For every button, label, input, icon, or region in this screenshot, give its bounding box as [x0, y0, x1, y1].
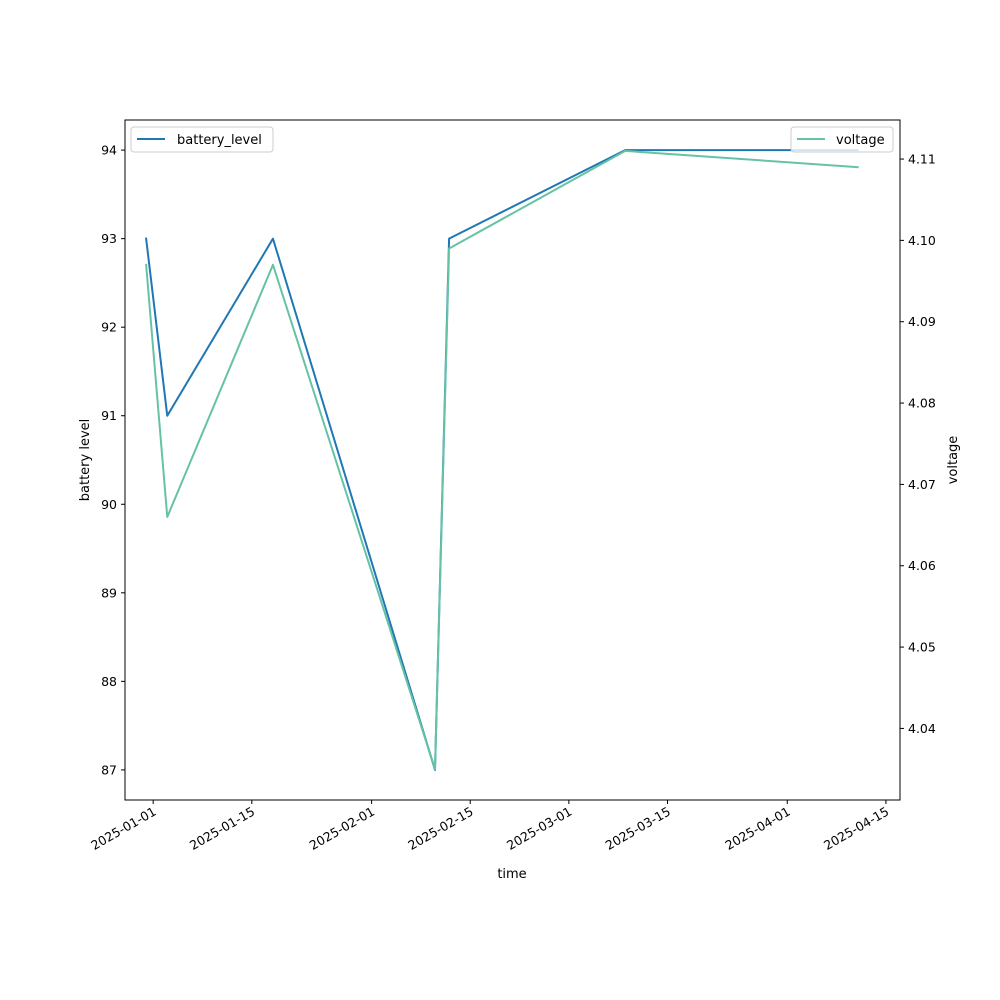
- y-tick-label: 91: [101, 408, 117, 423]
- y-tick-label: 92: [101, 320, 117, 335]
- data-point-voltage: [434, 768, 436, 770]
- data-point-voltage: [145, 264, 147, 266]
- data-point-voltage: [272, 264, 274, 266]
- legend-battery-level: battery_level: [130, 126, 274, 153]
- plot-frame: [124, 119, 901, 801]
- y2-tick-label: 4.07: [908, 477, 936, 492]
- y-axis-left: 87 88 89 90 91 92 93 94: [101, 143, 125, 777]
- data-point-battery-level: [145, 238, 147, 240]
- y-tick-label: 94: [101, 143, 117, 158]
- legend-label-battery-level: battery_level: [177, 133, 262, 148]
- data-point-voltage: [624, 150, 626, 152]
- data-point-voltage: [448, 248, 450, 250]
- data-point-voltage: [166, 516, 168, 518]
- legend-box: [130, 126, 274, 153]
- data-point-battery-level: [448, 238, 450, 240]
- legend-voltage: voltage: [790, 126, 894, 153]
- data-point-voltage: [857, 166, 859, 168]
- x-axis-label: time: [497, 867, 526, 882]
- y-axis-label: battery level: [78, 419, 93, 502]
- y2-tick-label: 4.05: [908, 640, 936, 655]
- y-tick-label: 88: [101, 674, 117, 689]
- y-tick-label: 87: [101, 762, 117, 777]
- legend-box: [790, 126, 894, 153]
- y2-tick-label: 4.08: [908, 396, 936, 411]
- y2-tick-label: 4.10: [908, 233, 936, 248]
- y2-tick-label: 4.09: [908, 314, 936, 329]
- series-layer: [145, 149, 859, 771]
- y2-axis-label: voltage: [946, 436, 961, 485]
- y-axis-right: 4.04 4.05 4.06 4.07 4.08 4.09 4.10 4.11: [900, 152, 936, 736]
- y-tick-label: 93: [101, 231, 117, 246]
- y2-tick-label: 4.06: [908, 558, 936, 573]
- series-line-voltage: [145, 149, 859, 771]
- legend-label-voltage: voltage: [836, 133, 885, 148]
- y-tick-label: 90: [101, 497, 117, 512]
- data-point-battery-level: [272, 238, 274, 240]
- y-tick-label: 89: [101, 585, 117, 600]
- data-point-battery-level: [166, 415, 168, 417]
- y2-tick-label: 4.04: [908, 721, 936, 736]
- y2-tick-label: 4.11: [908, 152, 936, 167]
